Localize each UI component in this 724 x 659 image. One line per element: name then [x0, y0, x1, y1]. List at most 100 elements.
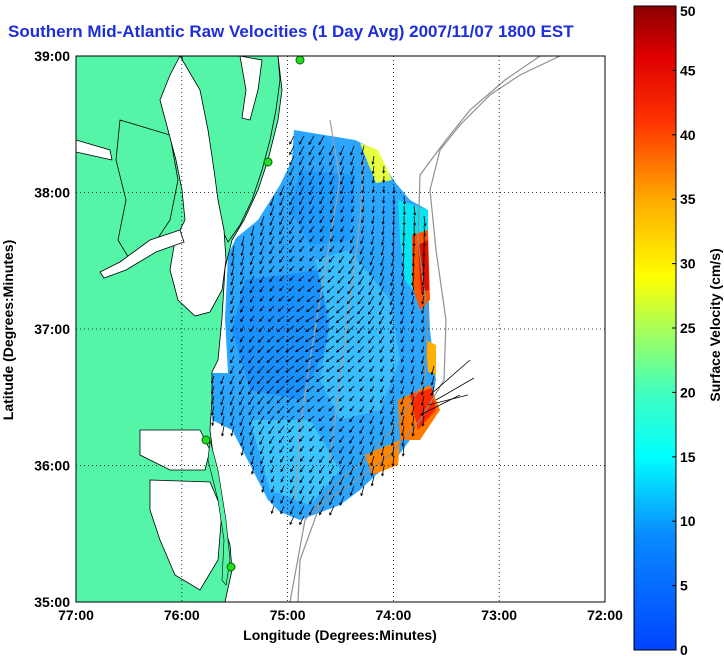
velocity-arrowhead: [280, 459, 283, 463]
velocity-arrowhead: [401, 443, 405, 447]
velocity-arrow: [380, 395, 385, 404]
velocity-arrow: [339, 415, 345, 422]
velocity-arrow: [400, 395, 405, 405]
velocity-arrow: [289, 245, 295, 253]
velocity-arrow: [368, 335, 375, 344]
velocity-arrowhead: [269, 288, 273, 292]
velocity-arrow: [299, 515, 305, 525]
velocity-arrowhead: [289, 182, 293, 186]
velocity-arrow: [260, 455, 265, 464]
velocity-arrowhead: [279, 202, 283, 206]
velocity-arrowhead: [295, 359, 299, 363]
velocity-arrowhead: [349, 472, 353, 476]
y-axis-label: Latitude (Degrees:Minutes): [0, 240, 16, 420]
velocity-arrowhead: [378, 321, 382, 325]
velocity-arrowhead: [337, 388, 341, 392]
velocity-arrowhead: [340, 191, 344, 195]
velocity-arrowhead: [339, 482, 343, 486]
velocity-arrow: [390, 275, 395, 286]
velocity-arrowhead: [329, 181, 333, 186]
velocity-arrow: [350, 225, 355, 233]
velocity-arrow: [357, 335, 365, 344]
velocity-arrowhead: [280, 479, 284, 483]
velocity-arrow: [411, 285, 415, 296]
x-tick-labels: 77:00 76:00 75:00 74:00 73:00 72:00: [58, 607, 623, 623]
velocity-arrowhead: [299, 448, 303, 452]
velocity-arrow: [268, 425, 275, 434]
velocity-arrowhead: [410, 381, 414, 385]
velocity-arrow: [299, 235, 305, 243]
velocity-arrow: [319, 495, 325, 505]
velocity-field-cyan-band: [315, 250, 400, 420]
y-tick-labels: 39:00 38:00 37:00 36:00 35:00: [34, 48, 70, 610]
velocity-arrow: [413, 215, 416, 226]
velocity-arrow: [269, 295, 275, 302]
velocity-arrowhead: [295, 339, 299, 343]
velocity-arrowhead: [269, 269, 273, 274]
velocity-arrowhead: [239, 402, 242, 406]
colorbar-tick-label: 40: [680, 127, 696, 143]
velocity-arrowhead: [315, 319, 319, 323]
velocity-arrow: [317, 275, 325, 283]
velocity-arrow: [349, 465, 355, 475]
velocity-arrow: [286, 315, 295, 322]
velocity-arrow: [412, 425, 415, 436]
velocity-arrow: [230, 415, 235, 426]
velocity-arrow: [330, 235, 335, 242]
velocity-arrowhead: [318, 269, 322, 273]
velocity-arrowhead: [391, 232, 395, 236]
velocity-arrowhead: [325, 309, 330, 313]
velocity-arrowhead: [389, 292, 393, 296]
velocity-arrow: [249, 295, 255, 303]
velocity-arrowhead: [379, 340, 383, 344]
velocity-arrowhead: [319, 438, 323, 442]
velocity-arrowhead: [359, 398, 363, 402]
velocity-arrowhead: [329, 191, 333, 195]
velocity-arrow: [309, 165, 315, 176]
velocity-arrowhead: [230, 319, 234, 324]
velocity-arrowhead: [379, 410, 383, 415]
velocity-arrowhead: [368, 321, 371, 325]
velocity-arrow: [230, 335, 235, 342]
velocity-arrowhead: [299, 490, 303, 494]
velocity-arrow: [251, 225, 255, 236]
velocity-arrow: [276, 385, 285, 394]
velocity-arrow: [340, 215, 345, 222]
velocity-arrow: [329, 495, 335, 505]
velocity-arrow: [329, 415, 335, 421]
velocity-arrowhead: [277, 308, 281, 312]
velocity-arrowhead: [258, 431, 262, 436]
velocity-arrow: [400, 365, 405, 373]
velocity-arrow: [287, 305, 295, 312]
velocity-arrow: [289, 185, 295, 196]
velocity-arrow: [299, 435, 305, 442]
velocity-arrowhead: [309, 229, 313, 234]
velocity-arrowhead: [410, 370, 414, 375]
velocity-arrow: [299, 495, 305, 504]
velocity-arrow: [360, 475, 365, 486]
velocity-arrowhead: [318, 152, 322, 156]
velocity-arrowhead: [299, 258, 303, 262]
velocity-arrow: [359, 415, 365, 423]
velocity-arrow: [358, 355, 365, 363]
velocity-arrow: [368, 295, 375, 305]
velocity-arrowhead: [325, 359, 329, 363]
velocity-arrowhead: [350, 200, 354, 204]
velocity-arrow: [259, 315, 265, 322]
velocity-arrow: [319, 475, 325, 484]
velocity-arrow: [338, 255, 345, 263]
colorbar-tick-label: 50: [680, 3, 696, 19]
velocity-arrowhead: [423, 233, 427, 237]
velocity-arrowhead: [357, 359, 362, 363]
velocity-arrowhead: [400, 422, 404, 427]
velocity-arrowhead: [371, 180, 375, 184]
velocity-arrowhead: [390, 359, 394, 363]
velocity-arrowhead: [240, 300, 243, 304]
velocity-arrow: [289, 135, 295, 145]
velocity-arrow: [270, 195, 275, 206]
velocity-arrow: [307, 295, 315, 302]
velocity-arrow: [287, 415, 295, 423]
velocity-arrowhead: [327, 398, 331, 402]
velocity-arrowhead: [369, 410, 373, 414]
velocity-arrowhead: [325, 339, 329, 343]
